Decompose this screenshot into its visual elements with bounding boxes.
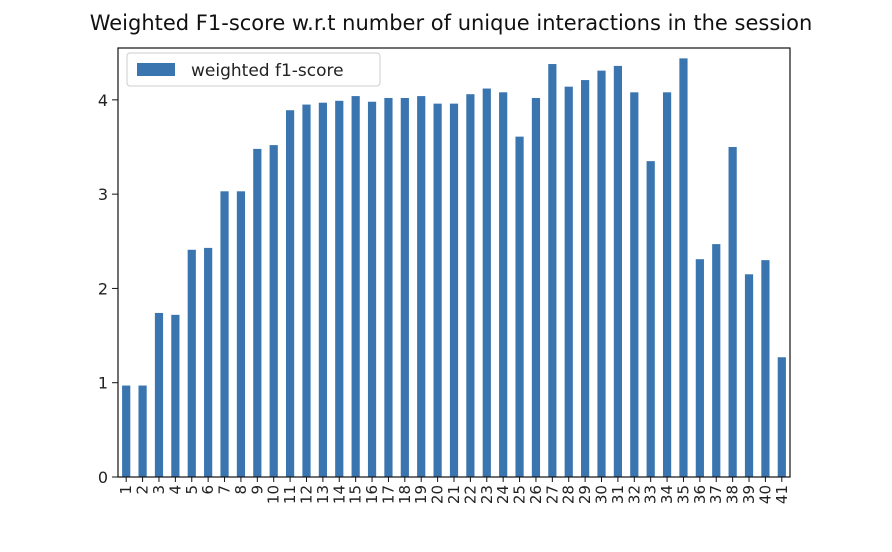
bar-5 <box>187 249 196 477</box>
bar-41 <box>777 357 786 477</box>
x-tick-label: 25 <box>511 485 529 504</box>
bar-2 <box>138 385 147 477</box>
bar-9 <box>253 148 262 477</box>
x-tick-label: 40 <box>756 485 774 504</box>
x-tick-label: 26 <box>527 485 545 504</box>
chart-title: Weighted F1-score w.r.t number of unique… <box>90 11 813 35</box>
bar-14 <box>335 100 344 478</box>
bar-39 <box>744 274 754 477</box>
bar-3 <box>154 312 164 477</box>
bar-27 <box>548 64 557 477</box>
bar-33 <box>646 161 655 477</box>
bar-34 <box>662 92 672 477</box>
bar-38 <box>728 147 737 477</box>
x-tick-label: 29 <box>576 485 594 504</box>
bar-35 <box>679 58 688 478</box>
bar-24 <box>499 92 508 477</box>
bar-23 <box>482 88 491 477</box>
x-tick-label: 18 <box>396 485 414 504</box>
x-tick-label: 4 <box>166 485 184 495</box>
x-tick-label: 23 <box>478 485 496 504</box>
x-tick-label: 22 <box>461 485 479 504</box>
x-tick-label: 24 <box>494 485 512 504</box>
bar-26 <box>531 97 541 477</box>
x-tick-label: 31 <box>609 485 627 504</box>
legend: weighted f1-score <box>126 52 381 87</box>
x-tick-label: 7 <box>216 485 234 495</box>
x-tick-label: 19 <box>412 485 430 504</box>
x-tick-label: 12 <box>297 485 315 504</box>
x-tick-label: 9 <box>248 485 266 495</box>
x-axis: 1234567891011121314151617181920212223242… <box>117 477 791 504</box>
bar-11 <box>286 110 295 477</box>
legend-swatch <box>137 63 175 76</box>
bar-37 <box>712 244 721 477</box>
bar-15 <box>351 96 360 477</box>
bar-13 <box>318 102 327 477</box>
y-tick-label: 0 <box>98 468 108 487</box>
x-tick-label: 30 <box>593 485 611 504</box>
x-tick-label: 34 <box>658 485 676 504</box>
y-tick-label: 1 <box>98 374 108 393</box>
x-tick-label: 27 <box>543 485 561 504</box>
x-tick-label: 36 <box>691 485 709 504</box>
bar-6 <box>204 247 213 477</box>
bar-1 <box>122 385 131 477</box>
x-tick-label: 1 <box>117 485 135 495</box>
y-tick-label: 3 <box>98 185 108 204</box>
x-tick-label: 37 <box>707 485 725 504</box>
bar-19 <box>417 96 426 477</box>
x-tick-label: 38 <box>724 485 742 504</box>
x-tick-label: 39 <box>740 485 758 504</box>
bar-36 <box>695 259 704 477</box>
x-tick-label: 32 <box>625 485 643 504</box>
bars-group <box>122 58 786 478</box>
x-tick-label: 16 <box>363 485 381 504</box>
x-tick-label: 11 <box>281 485 299 504</box>
legend-label: weighted f1-score <box>191 61 344 81</box>
x-tick-label: 28 <box>560 485 578 504</box>
bar-30 <box>597 70 606 477</box>
bar-32 <box>630 92 639 477</box>
legend-box <box>126 52 381 87</box>
bar-40 <box>761 260 770 477</box>
bar-8 <box>236 191 246 477</box>
bar-21 <box>449 103 459 477</box>
bar-31 <box>613 65 622 477</box>
x-tick-label: 41 <box>773 485 791 504</box>
bar-22 <box>466 94 475 477</box>
y-axis: 0 1 2 3 4 <box>98 91 118 487</box>
x-tick-label: 3 <box>150 485 168 495</box>
bar-7 <box>220 191 229 477</box>
x-tick-label: 2 <box>134 485 152 495</box>
x-tick-label: 10 <box>265 485 283 504</box>
bar-28 <box>564 86 573 477</box>
x-tick-label: 21 <box>445 485 463 504</box>
bar-12 <box>302 104 311 477</box>
x-tick-label: 6 <box>199 485 217 495</box>
x-tick-label: 14 <box>330 485 348 504</box>
x-tick-label: 33 <box>642 485 660 504</box>
bar-18 <box>400 97 409 477</box>
bar-17 <box>384 97 393 477</box>
y-tick-label: 4 <box>98 91 108 110</box>
bar-16 <box>367 101 377 478</box>
plot-frame <box>117 47 791 478</box>
x-tick-label: 20 <box>429 485 447 504</box>
x-tick-label: 8 <box>232 485 250 495</box>
x-tick-label: 13 <box>314 485 332 504</box>
x-tick-label: 15 <box>347 485 365 504</box>
bar-25 <box>515 136 524 477</box>
bar-4 <box>171 314 180 477</box>
x-tick-label: 35 <box>674 485 692 504</box>
x-tick-label: 5 <box>183 485 201 495</box>
y-tick-label: 2 <box>98 279 108 298</box>
bar-10 <box>269 145 278 478</box>
x-tick-label: 17 <box>379 485 397 504</box>
bar-20 <box>433 103 442 477</box>
bar-29 <box>581 80 590 477</box>
